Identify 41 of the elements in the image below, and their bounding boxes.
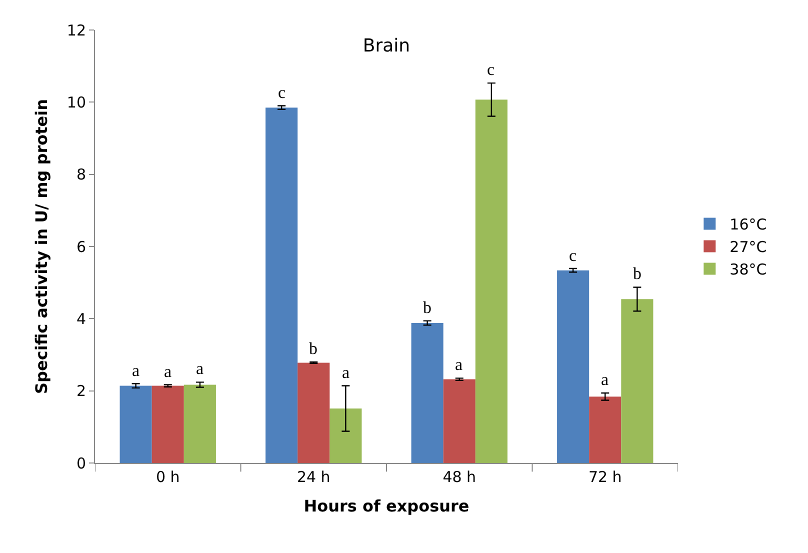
bar (266, 108, 298, 463)
y-axis-title: Specific activity in U/ mg protein (32, 99, 51, 394)
y-tick-label: 4 (76, 310, 86, 328)
x-tick-label: 0 h (156, 468, 180, 486)
bar (621, 299, 654, 463)
x-axis-title: Hours of exposure (304, 496, 470, 516)
y-tick-label: 10 (66, 93, 86, 112)
y-tick-label: 0 (76, 454, 86, 472)
data-label: a (601, 370, 609, 389)
legend-label: 16°C (730, 216, 767, 234)
legend-label: 27°C (730, 238, 767, 256)
y-tick-label: 8 (76, 166, 86, 184)
x-tick-label: 24 h (296, 468, 330, 486)
data-label: a (132, 361, 140, 380)
y-tick-label: 6 (76, 238, 86, 256)
bar (330, 408, 362, 463)
bar (152, 386, 184, 463)
bar (411, 323, 444, 463)
data-label: b (309, 339, 318, 358)
bar (443, 379, 476, 463)
data-label: a (342, 363, 350, 382)
legend-label: 38°C (730, 260, 767, 279)
data-label: c (487, 60, 495, 79)
bar (184, 384, 216, 463)
data-label: c (278, 83, 286, 102)
data-label: a (164, 362, 172, 381)
bar (557, 270, 590, 463)
y-tick-label: 12 (66, 21, 86, 40)
chart-title: Brain (362, 35, 410, 56)
bar (298, 362, 330, 463)
bar (475, 100, 508, 463)
bar (120, 386, 152, 463)
data-label: c (569, 246, 577, 265)
data-label: b (633, 264, 642, 283)
data-label: b (423, 298, 432, 317)
x-tick-label: 72 h (588, 468, 622, 486)
data-label: a (455, 355, 463, 374)
data-label: a (196, 359, 204, 378)
y-tick-label: 2 (76, 382, 86, 400)
bar (589, 396, 622, 463)
x-tick-label: 48 h (442, 468, 476, 486)
